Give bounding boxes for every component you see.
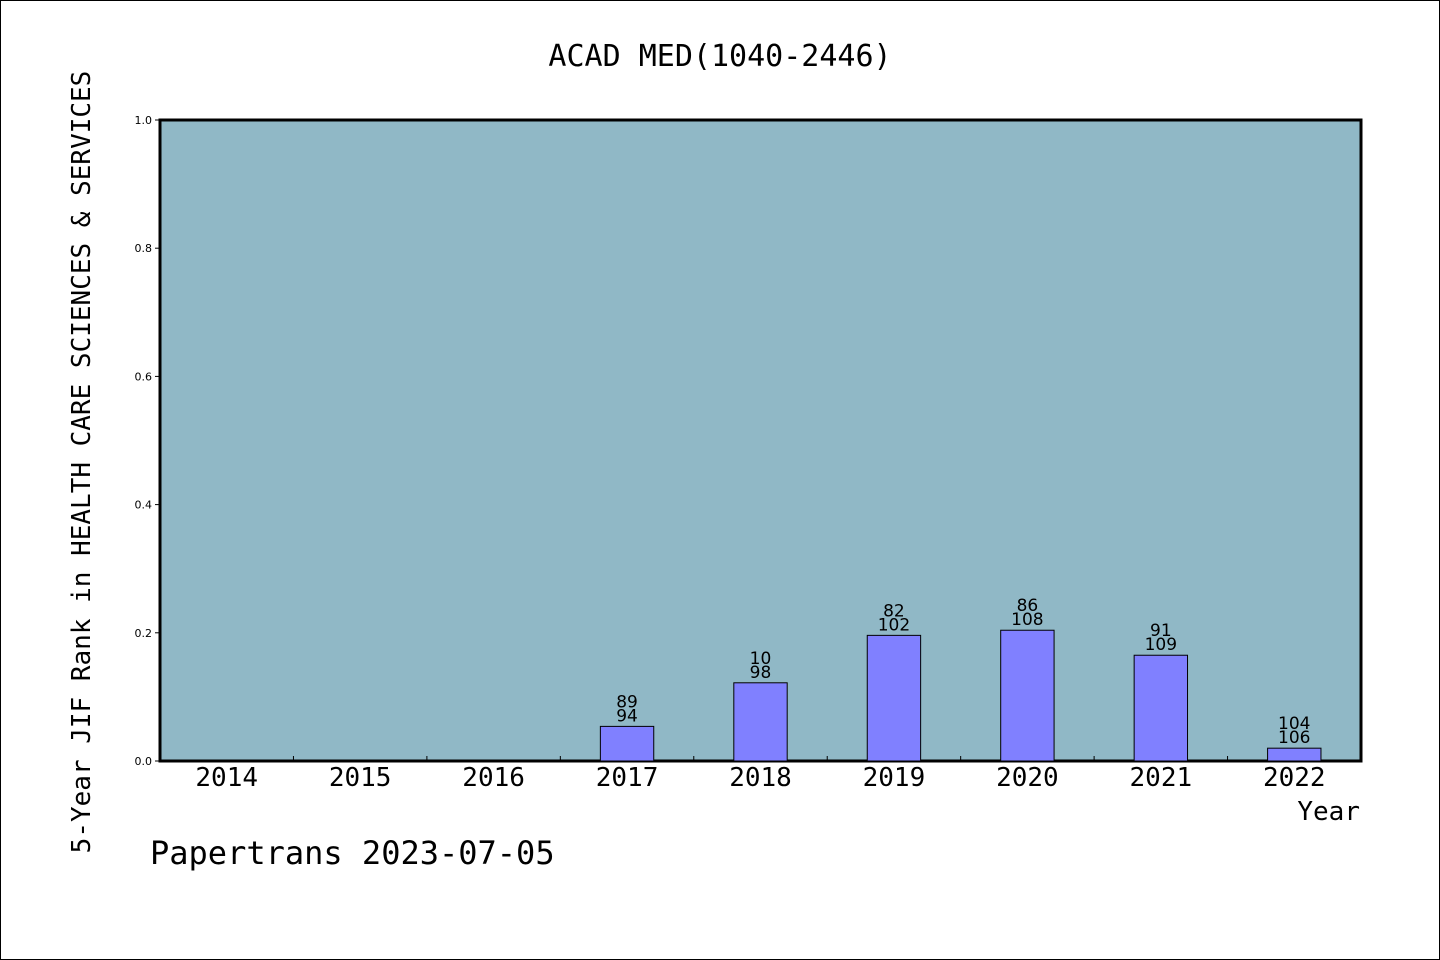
x-tick-label: 2019 <box>863 763 926 793</box>
y-tick-label: 1.0 <box>135 114 153 127</box>
watermark: Papertrans 2023-07-05 <box>150 834 555 872</box>
x-tick-label: 2018 <box>729 763 792 793</box>
x-tick-label: 2022 <box>1263 763 1326 793</box>
x-axis: 2014 2015 2016 2017 2018 2019 2020 2021 2022 <box>195 756 1326 793</box>
y-axis-label: 5-Year JIF Rank in HEALTH CARE SCIENCES … <box>67 71 97 854</box>
bar-data-label: 109 <box>1145 635 1177 655</box>
y-tick-label: 0.0 <box>135 755 153 768</box>
bar-data-label: 102 <box>878 615 910 635</box>
x-tick-label: 2015 <box>329 763 392 793</box>
x-tick-label: 2017 <box>596 763 659 793</box>
bar-data-label: 104 <box>1278 714 1310 734</box>
bar-data-label: 82 <box>883 601 905 621</box>
bar-data-label: 10 <box>750 649 772 669</box>
plot-area <box>158 118 1363 763</box>
y-axis: 0.0 0.2 0.4 0.6 0.8 1.0 <box>135 114 160 768</box>
bars <box>599 629 1322 762</box>
bar-data-label: 86 <box>1017 596 1039 616</box>
bar-2018 <box>733 682 788 762</box>
x-tick-label: 2020 <box>996 763 1059 793</box>
bar-2019 <box>866 634 922 762</box>
bar-data-label: 106 <box>1278 728 1310 748</box>
bar-data-label: 98 <box>750 663 772 683</box>
y-tick-label: 0.4 <box>135 499 153 512</box>
x-axis-label: Year <box>1297 797 1360 827</box>
y-tick-label: 0.6 <box>135 370 153 383</box>
bar-2022 <box>1267 747 1322 762</box>
bar-data-label: 108 <box>1011 610 1043 630</box>
x-tick-label: 2016 <box>462 763 525 793</box>
x-tick-label: 2021 <box>1130 763 1193 793</box>
bar-2021 <box>1133 654 1189 762</box>
bar-data-label: 94 <box>616 706 638 726</box>
bar-data-label: 91 <box>1150 621 1172 641</box>
bar-data-label: 89 <box>616 692 638 712</box>
chart-title: ACAD MED(1040-2446) <box>548 39 891 74</box>
y-tick-label: 0.2 <box>135 627 153 640</box>
y-tick-label: 0.8 <box>135 242 153 255</box>
x-tick-label: 2014 <box>195 763 258 793</box>
bar-2017 <box>599 725 655 762</box>
bar-2020 <box>1000 629 1055 762</box>
